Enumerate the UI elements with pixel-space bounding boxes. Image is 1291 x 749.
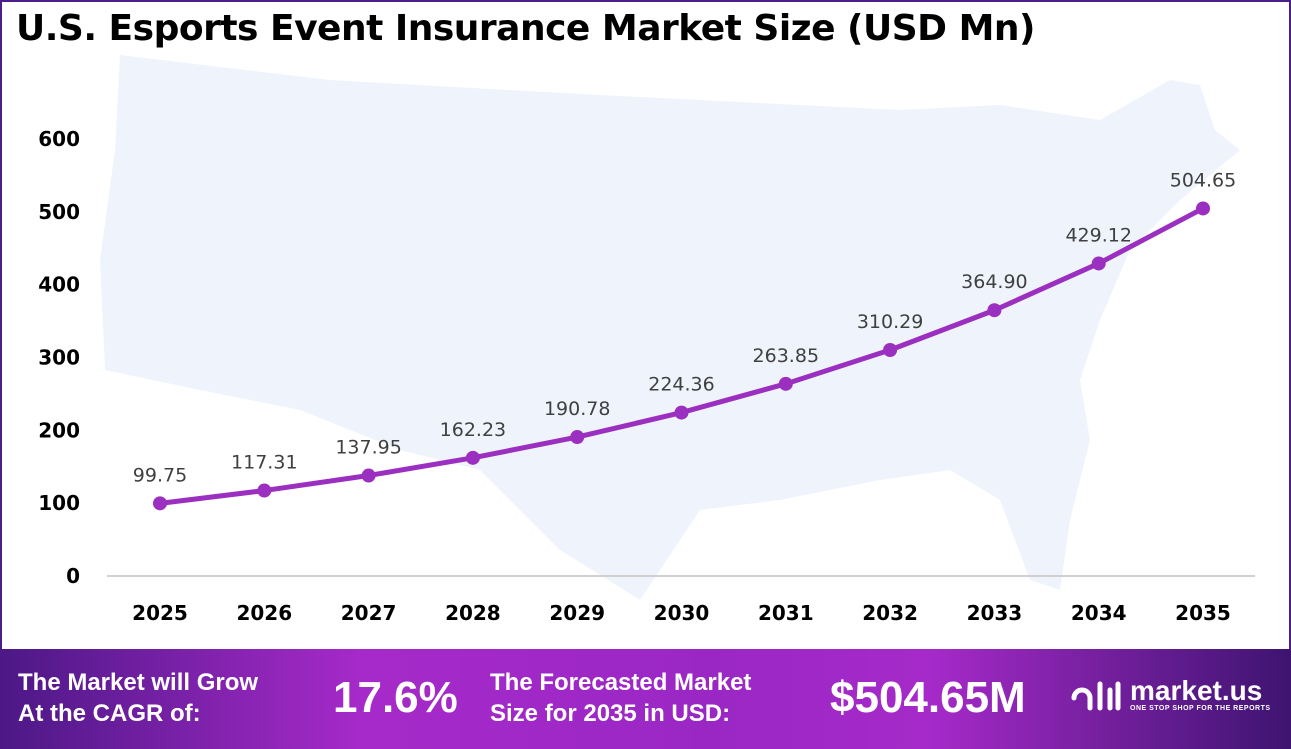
- x-tick-label: 2028: [445, 601, 501, 625]
- x-tick-label: 2032: [862, 601, 918, 625]
- data-point: [778, 376, 793, 391]
- data-point: [257, 483, 272, 498]
- y-tick-label: 100: [38, 491, 80, 515]
- data-label: 504.65: [1170, 169, 1236, 191]
- data-point: [361, 468, 376, 483]
- data-point: [1091, 256, 1106, 271]
- data-label: 310.29: [857, 311, 923, 333]
- cagr-label: The Market will Grow At the CAGR of:: [18, 667, 258, 729]
- data-point: [153, 496, 167, 511]
- x-tick-label: 2027: [341, 601, 397, 625]
- y-tick-label: 200: [38, 418, 80, 442]
- chart-title: U.S. Esports Event Insurance Market Size…: [16, 8, 1036, 49]
- y-tick-label: 400: [38, 273, 80, 297]
- data-label: 99.75: [133, 464, 187, 486]
- data-label: 162.23: [440, 419, 506, 441]
- cagr-label-line2: At the CAGR of:: [18, 700, 201, 727]
- data-label: 364.90: [961, 271, 1027, 293]
- y-tick-label: 300: [38, 346, 80, 370]
- x-tick-label: 2029: [549, 601, 605, 625]
- forecast-value: $504.65M: [830, 673, 1026, 722]
- logo-name: market.us: [1130, 675, 1263, 706]
- data-label: 137.95: [335, 437, 401, 459]
- x-tick-label: 2030: [654, 601, 710, 625]
- x-tick-label: 2026: [236, 601, 292, 625]
- y-tick-label: 0: [66, 564, 80, 588]
- line-chart: 0 100 200 300 400 500 600 2025 2026 2027 2028 2029 2…: [38, 55, 1255, 625]
- data-label: 117.31: [231, 452, 297, 474]
- data-label: 429.12: [1065, 224, 1131, 246]
- market-us-logo: market.us ONE STOP SHOP FOR THE REPORTS: [1070, 677, 1271, 712]
- data-point: [674, 405, 689, 420]
- data-point: [1196, 201, 1210, 216]
- data-point: [987, 303, 1002, 318]
- x-tick-label: 2035: [1175, 601, 1231, 625]
- x-tick-label: 2031: [758, 601, 814, 625]
- data-label: 224.36: [648, 374, 714, 396]
- y-tick-label: 500: [38, 200, 80, 224]
- forecast-label: The Forecasted Market Size for 2035 in US…: [490, 667, 751, 729]
- data-point: [570, 430, 585, 445]
- data-point: [883, 343, 898, 358]
- y-tick-label: 600: [38, 127, 80, 151]
- x-tick-label: 2025: [132, 601, 188, 625]
- logo-tagline: ONE STOP SHOP FOR THE REPORTS: [1130, 705, 1271, 712]
- data-point: [465, 450, 480, 465]
- forecast-label-line1: The Forecasted Market: [490, 669, 752, 696]
- cagr-value: 17.6%: [333, 673, 458, 722]
- market-us-logo-icon: [1071, 681, 1121, 710]
- x-tick-label: 2033: [967, 601, 1023, 625]
- summary-banner: The Market will Grow At the CAGR of: 17.6…: [0, 649, 1291, 749]
- us-map-background: [100, 55, 1240, 600]
- cagr-label-line1: The Market will Grow: [18, 669, 259, 696]
- data-label: 190.78: [544, 398, 610, 420]
- data-label: 263.85: [753, 345, 819, 367]
- forecast-label-line2: Size for 2035 in USD:: [490, 700, 731, 727]
- x-tick-label: 2034: [1071, 601, 1127, 625]
